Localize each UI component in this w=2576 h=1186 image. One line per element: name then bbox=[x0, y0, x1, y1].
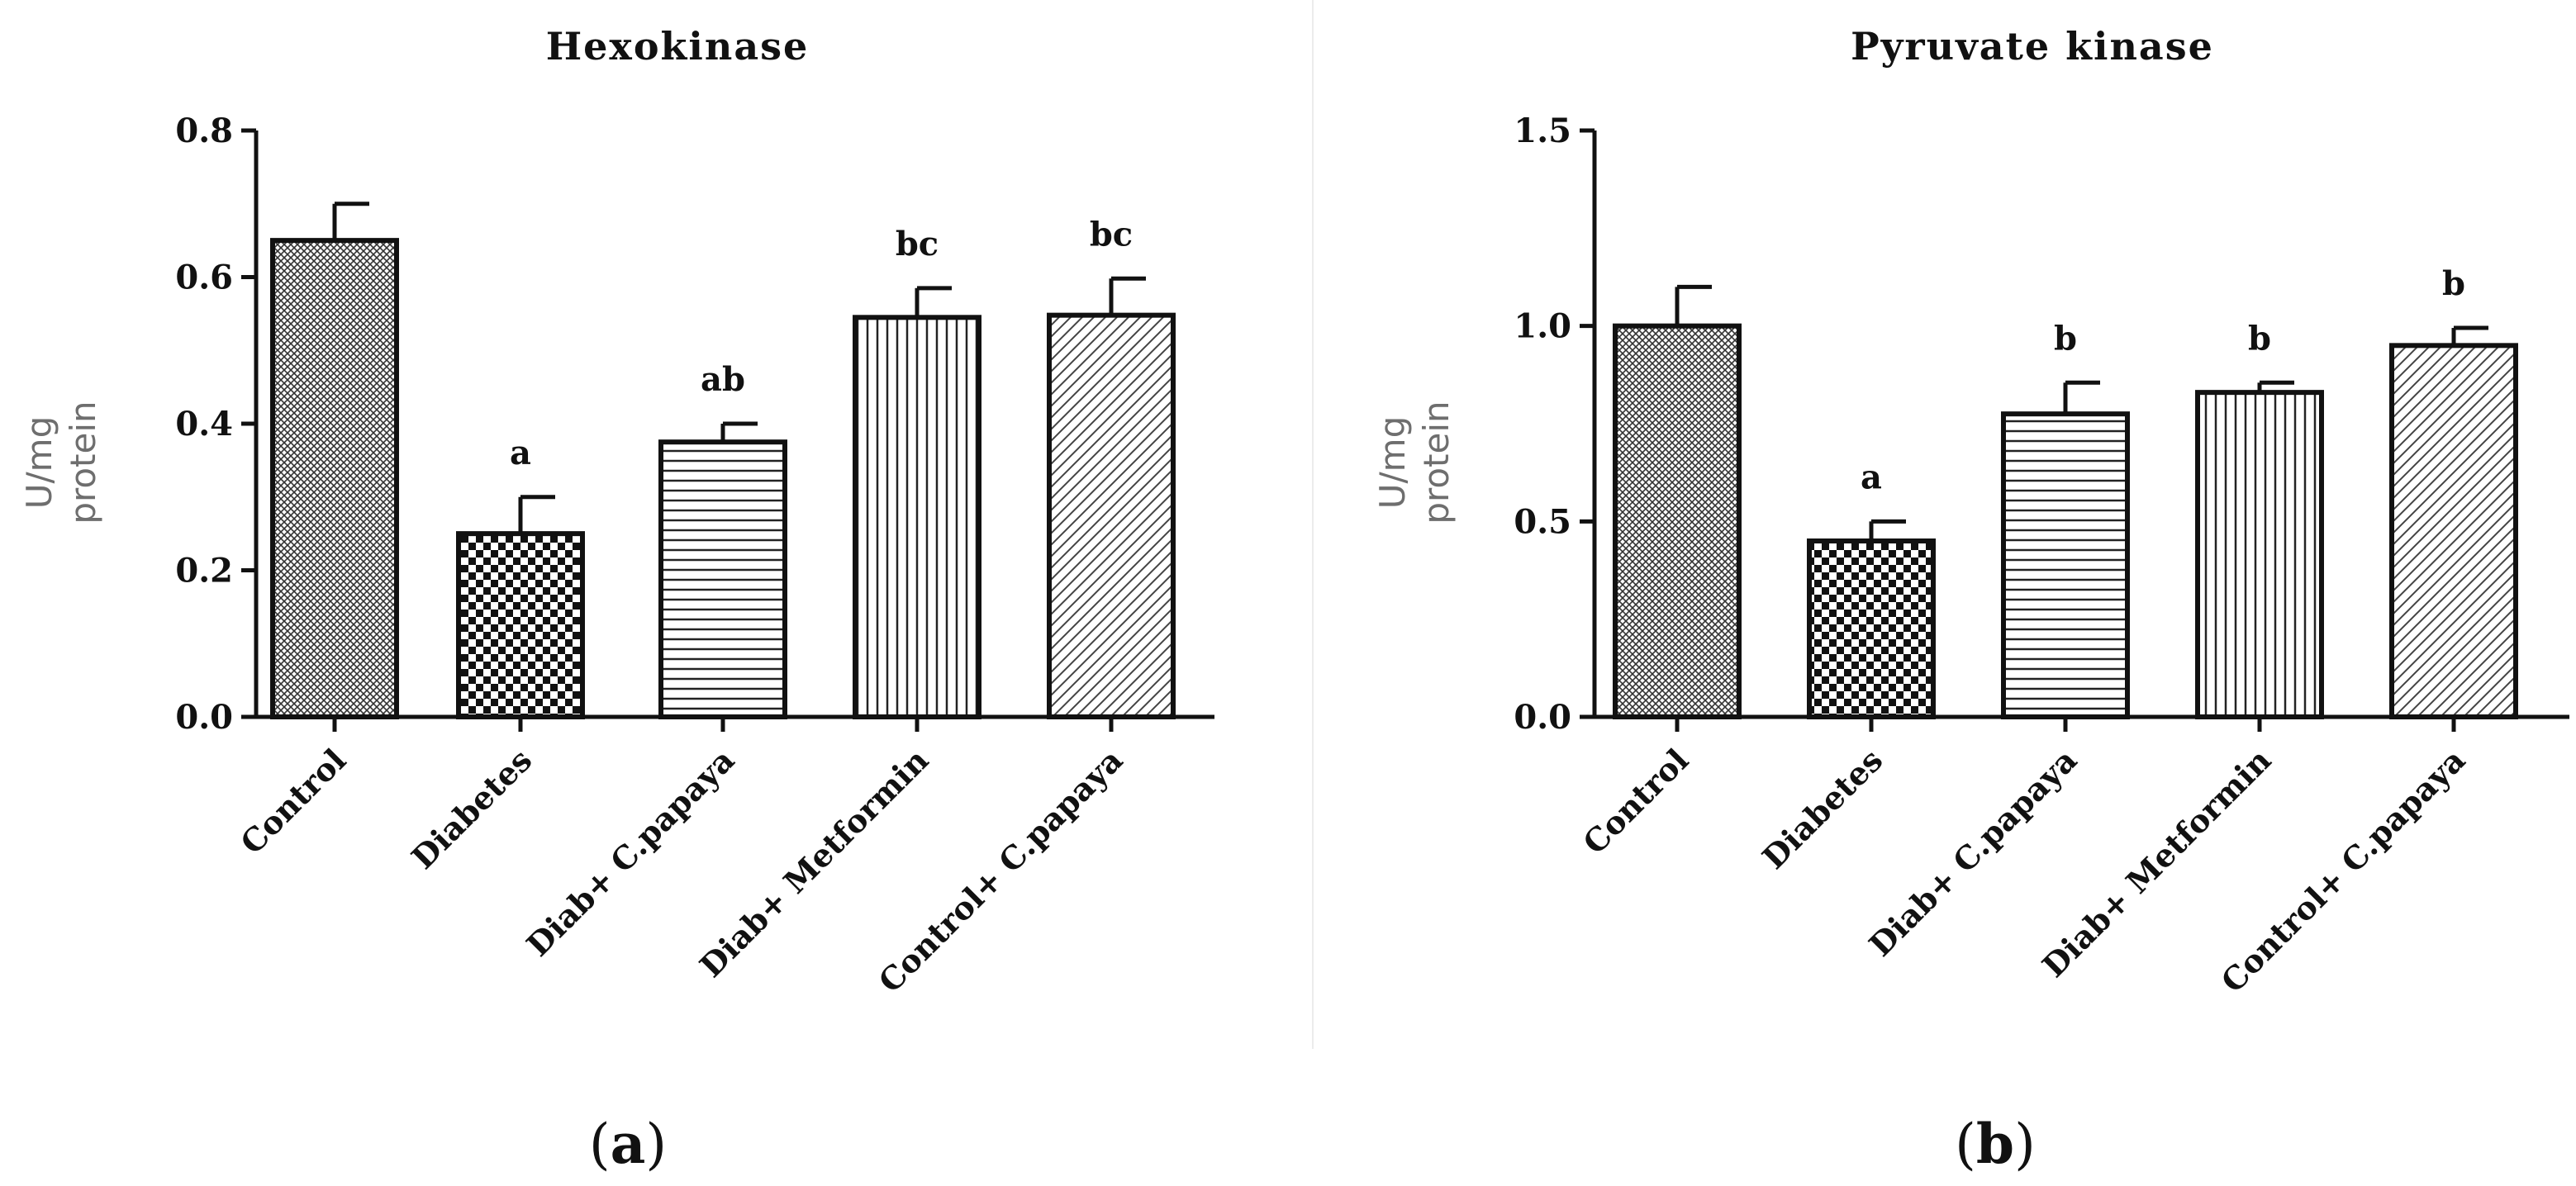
significance-label: ab bbox=[701, 360, 745, 399]
y-axis-label-line2: protein bbox=[1416, 401, 1457, 524]
plot-area: 0.0 0.5 1.0 1.5 Control a Diabetes b Diab+ C.pap… bbox=[1514, 111, 2569, 999]
significance-label: bc bbox=[896, 225, 939, 263]
panel-label-b-letter: b bbox=[1976, 1112, 2014, 1176]
y-axis-label-line2: protein bbox=[63, 401, 103, 524]
bar bbox=[456, 531, 585, 719]
panel-label-a-open: ( bbox=[589, 1112, 611, 1176]
panel-label-b-close: ) bbox=[2014, 1112, 2036, 1176]
panel-label-a: (a) bbox=[589, 1112, 667, 1176]
bar bbox=[2195, 390, 2324, 719]
y-tick-label: 1.0 bbox=[1514, 307, 1571, 346]
x-category-label: Diabetes bbox=[404, 742, 539, 876]
chart-title: Pyruvate kinase bbox=[1851, 24, 2214, 69]
bar bbox=[1047, 312, 1176, 719]
bar bbox=[270, 238, 399, 719]
significance-label: b bbox=[2442, 264, 2465, 303]
plot-area: 0.0 0.2 0.4 0.6 0.8 Control a Diabetes ab Diab+ C… bbox=[175, 111, 1214, 999]
pyruvate-kinase-chart: Pyruvate kinase U/mg protein 0.0 0.5 1.0 1.… bbox=[1372, 24, 2569, 999]
y-tick-label: 0.2 bbox=[175, 552, 233, 591]
bar bbox=[2001, 411, 2130, 719]
panel-label-a-close: ) bbox=[645, 1112, 667, 1176]
chart-title: Hexokinase bbox=[546, 24, 810, 69]
bar bbox=[1807, 538, 1936, 719]
panel-label-a-letter: a bbox=[611, 1112, 646, 1176]
bar bbox=[1613, 323, 1742, 719]
x-category-label: Control bbox=[233, 742, 353, 861]
x-category-label: Diab+ C.papaya bbox=[1861, 742, 2084, 964]
y-axis-label-line1: U/mg bbox=[19, 416, 59, 509]
y-tick-label: 0.0 bbox=[1514, 698, 1571, 737]
y-tick-label: 1.5 bbox=[1514, 111, 1571, 150]
significance-label: a bbox=[1861, 458, 1882, 496]
x-category-label: Diab+ C.papaya bbox=[519, 742, 741, 964]
hexokinase-chart: Hexokinase U/mg protein 0.0 0.2 0.4 0.6 0.8 C… bbox=[19, 24, 1214, 999]
y-tick-label: 0.6 bbox=[175, 259, 233, 297]
x-category-label: Diabetes bbox=[1755, 742, 1889, 876]
y-tick-label: 0.5 bbox=[1514, 502, 1571, 541]
bar bbox=[2389, 343, 2518, 719]
y-tick-label: 0.8 bbox=[175, 111, 233, 150]
x-category-label: Control bbox=[1576, 742, 1695, 861]
bar bbox=[853, 315, 981, 719]
panel-label-b-open: ( bbox=[1955, 1112, 1976, 1176]
y-tick-label: 0.4 bbox=[175, 405, 233, 444]
bar bbox=[658, 439, 787, 719]
significance-label: a bbox=[510, 434, 531, 472]
panel-label-b: (b) bbox=[1955, 1112, 2036, 1176]
significance-label: b bbox=[2054, 319, 2077, 358]
significance-label: b bbox=[2248, 319, 2271, 358]
significance-label: bc bbox=[1090, 215, 1133, 254]
y-tick-label: 0.0 bbox=[175, 698, 233, 737]
y-axis-label-line1: U/mg bbox=[1372, 416, 1413, 509]
